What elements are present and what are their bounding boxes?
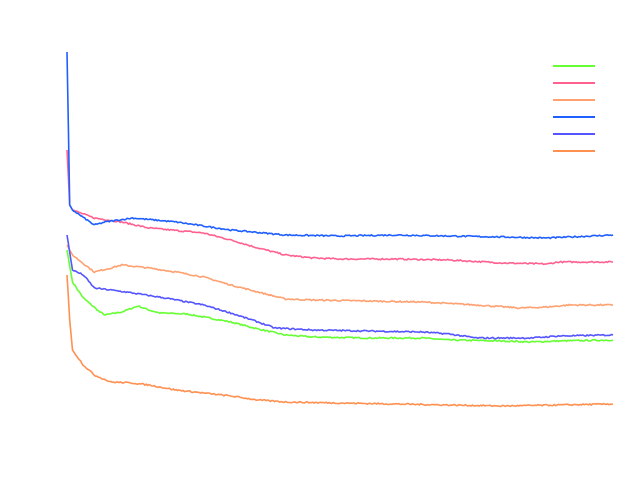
series-line-3 bbox=[66, 244, 614, 310]
series-line-5 bbox=[66, 234, 614, 340]
series-line-2 bbox=[66, 149, 614, 266]
series-line-1 bbox=[66, 249, 614, 344]
legend bbox=[553, 65, 595, 152]
series-line-6 bbox=[66, 274, 614, 408]
plot-lines bbox=[66, 51, 614, 408]
series-line-4 bbox=[66, 51, 614, 240]
